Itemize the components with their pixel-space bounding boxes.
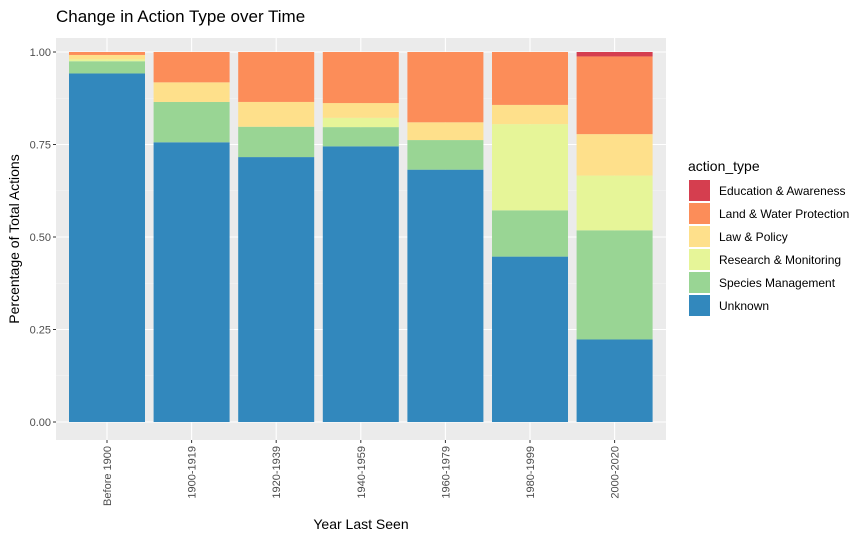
legend-key: [689, 295, 710, 316]
legend-title: action_type: [688, 158, 760, 174]
bar-segment-land-water-protection: [238, 52, 315, 102]
bar-segment-land-water-protection: [407, 52, 484, 123]
legend-key: [689, 272, 710, 293]
bar-segment-law-policy: [69, 54, 145, 60]
bar-segment-education-awareness: [576, 52, 653, 57]
bar-segment-species-management: [69, 61, 145, 74]
bar-segment-research-monitoring: [576, 175, 653, 231]
bar-segment-unknown: [407, 169, 484, 422]
x-tick-label: 1960-1979: [440, 446, 452, 499]
bar-segment-unknown: [322, 146, 399, 422]
legend-key: [689, 249, 710, 270]
bar-segment-law-policy: [238, 101, 315, 127]
bar-segment-research-monitoring: [69, 59, 145, 62]
x-axis-title: Year Last Seen: [313, 516, 408, 532]
bar-segment-unknown: [492, 256, 568, 422]
chart-title: Change in Action Type over Time: [56, 7, 305, 26]
y-axis-title: Percentage of Total Actions: [6, 154, 22, 323]
x-tick-label: 2000-2020: [610, 446, 622, 499]
bar-segment-species-management: [153, 101, 230, 143]
legend-key: [689, 226, 710, 247]
bar-segment-law-policy: [576, 134, 653, 176]
bar-segment-species-management: [322, 127, 399, 147]
bar-segment-law-policy: [492, 104, 568, 125]
bar-segment-research-monitoring: [492, 124, 568, 211]
bar-segment-unknown: [576, 339, 653, 422]
legend-label: Education & Awareness: [719, 184, 846, 198]
x-tick-label: 1980-1999: [525, 446, 537, 499]
bar-segment-research-monitoring: [322, 117, 399, 128]
bar-segment-law-policy: [407, 122, 484, 141]
legend: action_type Education & Awareness Land & …: [688, 158, 849, 316]
y-tick-label: 0.00: [30, 417, 51, 429]
x-tick-label: 1920-1939: [271, 446, 283, 499]
x-tick-label: 1940-1959: [356, 446, 368, 499]
legend-label: Species Management: [719, 276, 836, 290]
legend-label: Research & Monitoring: [719, 253, 841, 267]
x-axis-ticks: Before 1900 1900-1919 1920-1939 1940-1959 19…: [102, 440, 622, 506]
y-tick-label: 1.00: [30, 47, 51, 59]
y-tick-label: 0.50: [30, 232, 51, 244]
bars: [69, 52, 653, 423]
bar-segment-law-policy: [153, 82, 230, 102]
bar-segment-land-water-protection: [153, 52, 230, 83]
bar-segment-land-water-protection: [322, 52, 399, 104]
legend-label: Law & Policy: [719, 230, 788, 244]
bar-segment-species-management: [492, 210, 568, 257]
bar-segment-land-water-protection: [492, 52, 568, 105]
x-tick-label: 1900-1919: [187, 446, 199, 499]
legend-key: [689, 203, 710, 224]
bar-segment-unknown: [69, 73, 145, 423]
bar-segment-land-water-protection: [576, 56, 653, 135]
y-tick-label: 0.75: [30, 140, 51, 152]
bar-segment-land-water-protection: [69, 52, 145, 55]
bar-segment-species-management: [407, 140, 484, 170]
bar-segment-species-management: [576, 230, 653, 340]
bar-segment-unknown: [153, 142, 230, 422]
legend-label: Unknown: [719, 299, 769, 313]
y-tick-label: 0.25: [30, 325, 51, 337]
y-axis-ticks: 0.00 0.25 0.50 0.75 1.00: [30, 47, 56, 429]
bar-segment-unknown: [238, 157, 315, 422]
legend-key: [689, 180, 710, 201]
bar-segment-law-policy: [322, 103, 399, 118]
legend-label: Land & Water Protection: [719, 207, 849, 221]
bar-segment-species-management: [238, 126, 315, 158]
x-tick-label: Before 1900: [102, 446, 114, 506]
